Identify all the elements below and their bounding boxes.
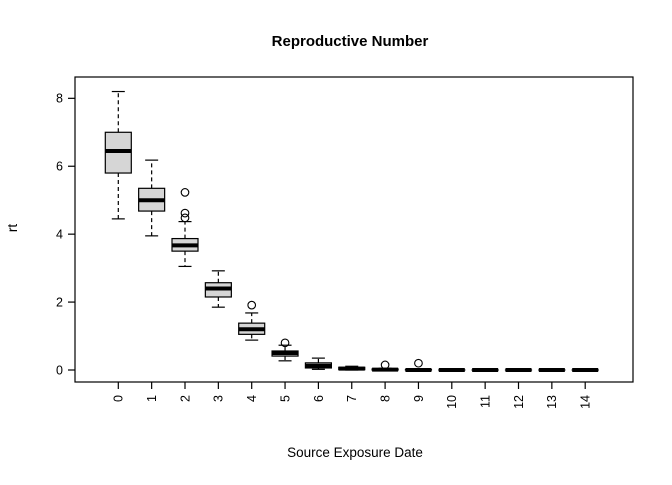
x-tick-label: 6 (312, 395, 326, 402)
x-tick-label: 1 (145, 395, 159, 402)
x-tick-label: 7 (345, 395, 359, 402)
x-axis-title: Source Exposure Date (287, 445, 423, 460)
x-tick-label: 13 (545, 395, 559, 409)
y-tick-label: 4 (56, 228, 63, 242)
x-tick-label: 9 (412, 395, 426, 402)
x-tick-label: 0 (112, 395, 126, 402)
y-tick-label: 0 (56, 363, 63, 377)
outlier-point (181, 189, 189, 197)
x-tick-label: 14 (579, 395, 593, 409)
chart-title: Reproductive Number (272, 33, 429, 50)
outlier-point (181, 209, 189, 217)
x-tick-label: 11 (479, 395, 493, 408)
x-tick-label: 3 (212, 395, 226, 402)
y-tick-label: 6 (56, 160, 63, 174)
x-tick-label: 12 (512, 395, 526, 409)
outlier-point (415, 359, 423, 367)
plot-frame (75, 77, 633, 382)
x-tick-label: 10 (445, 395, 459, 409)
x-tick-label: 4 (245, 395, 259, 402)
x-tick-label: 5 (278, 395, 292, 402)
y-tick-label: 2 (56, 295, 63, 309)
outlier-point (248, 301, 256, 309)
x-tick-label: 8 (378, 395, 392, 402)
y-tick-label: 8 (56, 92, 63, 106)
x-tick-label: 2 (178, 395, 192, 402)
outlier-point (381, 361, 389, 369)
y-axis-title: rt (5, 224, 20, 232)
